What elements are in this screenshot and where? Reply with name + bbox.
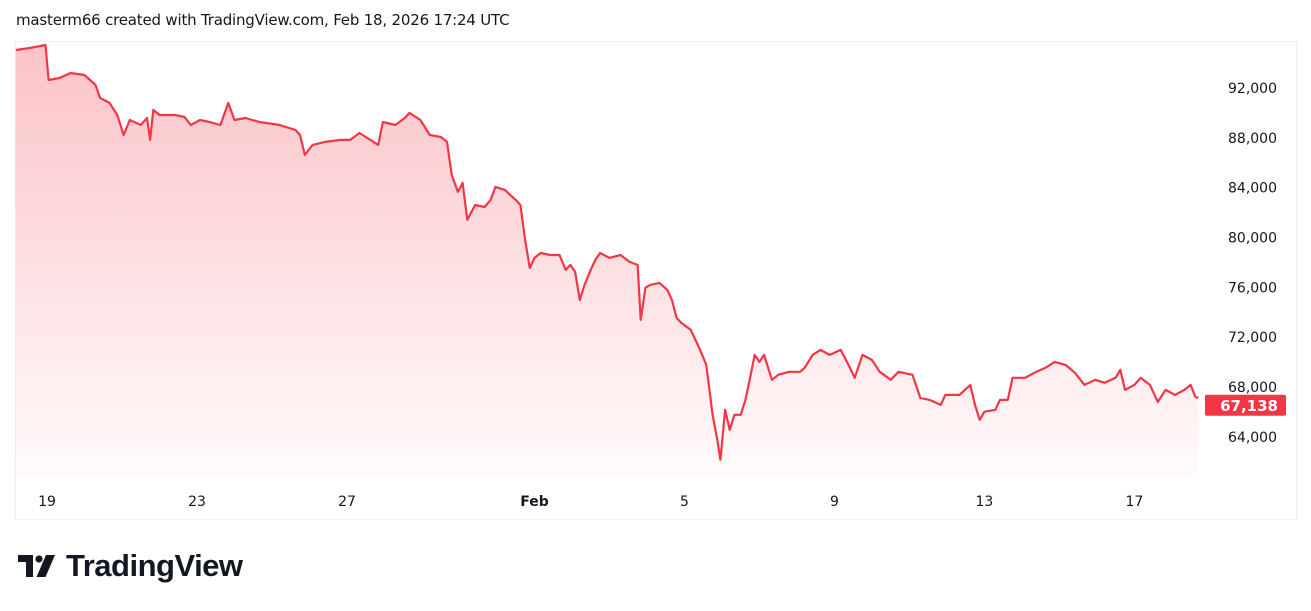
x-tick-label: 13 (975, 494, 993, 510)
y-tick-label: 68,000 (1228, 380, 1277, 396)
y-tick-label: 92,000 (1228, 81, 1277, 97)
y-tick-label: 72,000 (1228, 330, 1277, 346)
y-tick-label: 80,000 (1228, 231, 1277, 247)
x-tick-label: 9 (830, 494, 839, 510)
last-price-tag-background (1205, 394, 1286, 416)
x-tick-label: 27 (338, 494, 356, 510)
y-tick-label: 76,000 (1228, 280, 1277, 296)
x-tick-label: 17 (1125, 494, 1143, 510)
chart-frame (15, 41, 1297, 520)
y-tick-label: 84,000 (1228, 181, 1277, 197)
y-tick-label: 88,000 (1228, 131, 1277, 147)
price-area-fill (15, 45, 1199, 478)
last-price-tag: 67,138 (1205, 394, 1286, 416)
x-tick-label: 19 (38, 494, 56, 510)
tradingview-logo-text: TradingView (66, 548, 243, 583)
last-price-label: 67,138 (1220, 397, 1278, 415)
x-tick-label: 23 (188, 494, 206, 510)
tradingview-logo-icon (18, 555, 55, 577)
x-tick-label: Feb (520, 494, 549, 510)
y-tick-label: 64,000 (1228, 430, 1277, 446)
x-tick-label: 5 (680, 494, 689, 510)
chart-attribution-header: masterm66 created with TradingView.com, … (16, 11, 510, 29)
tradingview-logo[interactable]: TradingView (18, 548, 243, 584)
time-axis: 19 23 27 Feb 5 9 13 17 (38, 494, 1143, 510)
price-line (15, 43, 1199, 461)
price-axis[interactable]: 92,000 88,000 84,000 80,000 76,000 72,000 68,0… (1228, 81, 1277, 446)
